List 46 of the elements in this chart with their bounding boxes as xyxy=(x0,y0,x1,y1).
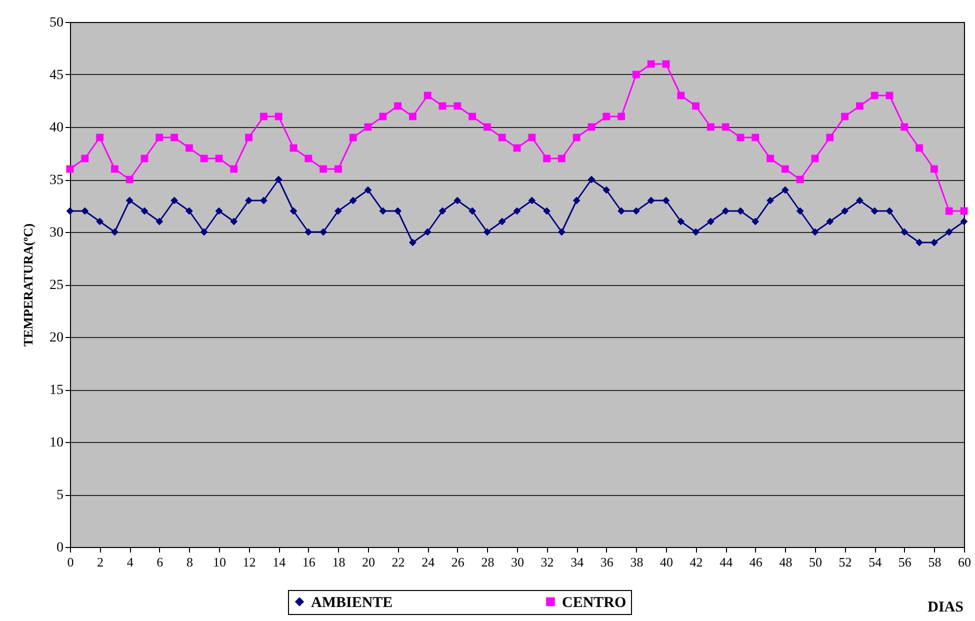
x-tick-label: 24 xyxy=(422,554,436,570)
x-tick-label: 56 xyxy=(898,554,912,570)
x-tick-label: 48 xyxy=(779,554,792,570)
x-tick-label: 40 xyxy=(660,554,673,570)
x-tick-label: 52 xyxy=(838,554,852,570)
x-tick-label: 26 xyxy=(451,554,465,570)
legend-label: AMBIENTE xyxy=(311,594,393,611)
x-tick-label: 12 xyxy=(242,554,256,570)
x-tick-label: 18 xyxy=(332,554,346,570)
y-tick-label: 50 xyxy=(50,16,64,30)
x-tick-label: 4 xyxy=(126,554,134,570)
x-tick-label: 36 xyxy=(600,554,614,570)
x-tick-label: 16 xyxy=(302,554,316,570)
x-tick-label: 34 xyxy=(570,554,584,570)
x-tick-label: 0 xyxy=(67,554,74,570)
x-tick-label: 54 xyxy=(868,554,882,570)
x-tick-label: 38 xyxy=(630,554,644,570)
y-tick-label: 30 xyxy=(50,226,64,240)
x-tick-label: 58 xyxy=(928,554,942,570)
x-tick-label: 2 xyxy=(97,554,104,570)
y-tick-label: 40 xyxy=(50,120,64,136)
y-tick-label: 0 xyxy=(56,540,64,556)
x-tick-label: 8 xyxy=(186,554,193,570)
legend-label: CENTRO xyxy=(562,594,626,611)
x-tick-label: 14 xyxy=(272,554,286,570)
y-tick-label: 20 xyxy=(50,330,64,346)
y-axis-title: TEMPERATURA(ºC) xyxy=(20,223,36,347)
x-tick-label: 20 xyxy=(362,554,375,570)
x-tick-label: 22 xyxy=(392,554,405,570)
y-tick-label: 35 xyxy=(50,173,64,188)
x-tick-label: 6 xyxy=(156,554,164,570)
x-tick-label: 60 xyxy=(958,554,971,570)
y-tick-label: 45 xyxy=(50,68,64,83)
y-tick-label: 25 xyxy=(50,278,64,293)
x-tick-label: 32 xyxy=(540,554,554,570)
x-axis-title: DIAS xyxy=(928,600,964,616)
x-tick-label: 46 xyxy=(749,554,763,570)
x-tick-label: 50 xyxy=(809,554,822,570)
x-tick-label: 10 xyxy=(213,554,226,570)
x-tick-label: 30 xyxy=(511,554,524,570)
x-tick-label: 28 xyxy=(481,554,494,570)
y-tick-label: 10 xyxy=(50,436,64,450)
y-tick-label: 15 xyxy=(50,383,64,398)
x-tick-label: 44 xyxy=(720,554,734,570)
y-tick-label: 5 xyxy=(56,488,64,503)
x-tick-label: 42 xyxy=(690,554,703,570)
